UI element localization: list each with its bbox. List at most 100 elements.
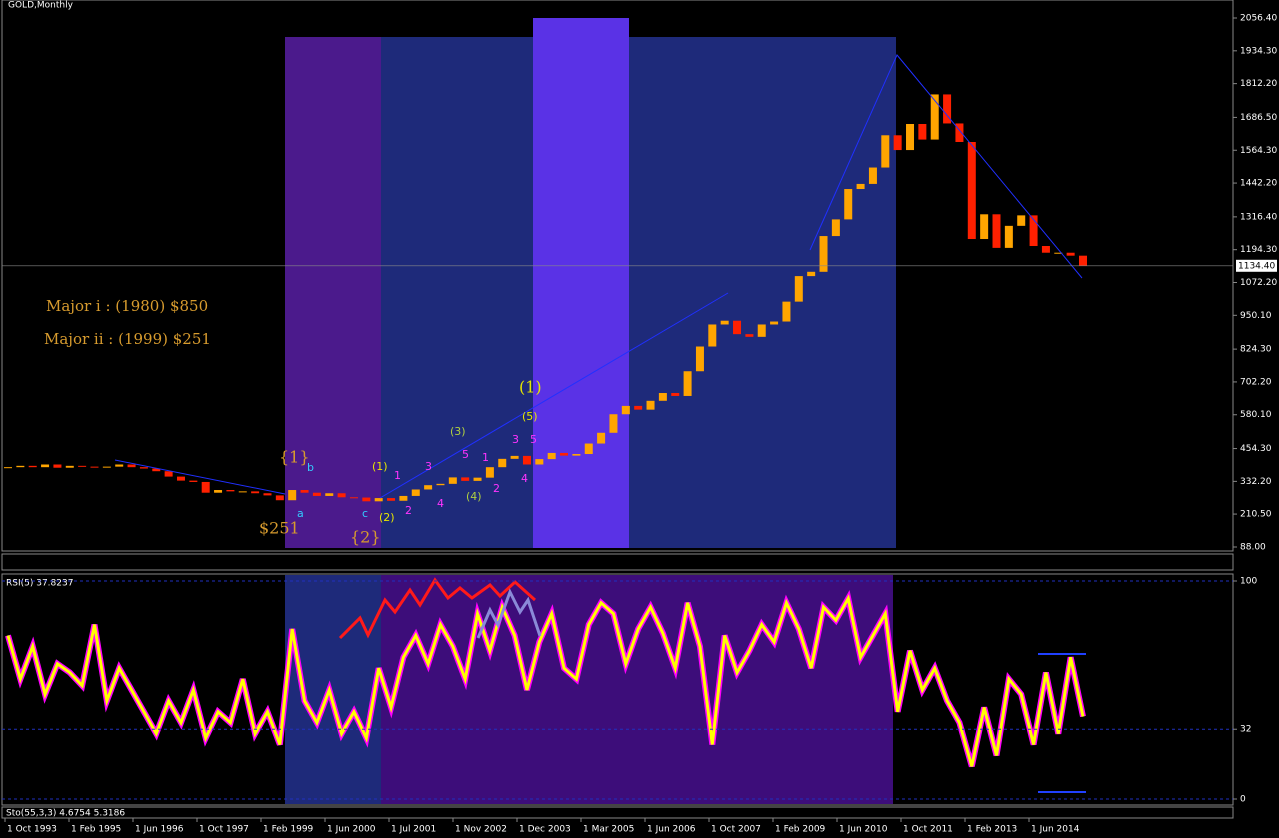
candle bbox=[560, 452, 569, 456]
y-tick-label: 1194.30 bbox=[1240, 245, 1277, 255]
candle bbox=[1029, 215, 1038, 247]
candle bbox=[597, 432, 606, 444]
wave-label: a bbox=[297, 507, 304, 520]
wave-label: 2 bbox=[405, 504, 412, 517]
candle bbox=[658, 393, 667, 401]
candle bbox=[214, 490, 223, 493]
candle bbox=[522, 455, 531, 465]
y-tick-label: 580.10 bbox=[1240, 410, 1272, 420]
y-tick-label: 88.00 bbox=[1240, 542, 1266, 552]
candle bbox=[275, 495, 284, 501]
x-tick-label: 1 Nov 2002 bbox=[455, 825, 507, 835]
wave-label: $251 bbox=[259, 519, 300, 538]
candle bbox=[782, 301, 791, 322]
wave-label: 4 bbox=[521, 472, 528, 485]
note: Major ii : (1999) $251 bbox=[44, 330, 211, 348]
candle bbox=[288, 490, 297, 501]
shade-region bbox=[381, 575, 893, 804]
candle bbox=[584, 443, 593, 455]
y-tick-label: 1812.20 bbox=[1240, 79, 1277, 89]
candle bbox=[4, 467, 12, 469]
candle bbox=[646, 400, 655, 410]
candle bbox=[770, 321, 779, 325]
candle bbox=[992, 214, 1001, 248]
wave-label: c bbox=[362, 507, 368, 520]
wave-label: 2 bbox=[493, 482, 500, 495]
trend-line bbox=[809, 54, 1083, 279]
candle bbox=[374, 498, 383, 502]
y-tick-label: 1072.20 bbox=[1240, 278, 1277, 288]
candle bbox=[399, 495, 408, 501]
wave-label: (1) bbox=[372, 460, 388, 473]
x-tick-label: 1 Oct 1993 bbox=[7, 825, 57, 835]
rsi-panel bbox=[1, 573, 1234, 806]
candle bbox=[1041, 246, 1050, 253]
x-tick-label: 1 Jun 1996 bbox=[135, 825, 184, 835]
y-tick-label: 454.30 bbox=[1240, 444, 1272, 454]
candle bbox=[708, 324, 717, 347]
x-tick-label: 1 Jun 2000 bbox=[327, 825, 376, 835]
candle bbox=[176, 476, 185, 481]
indicator-title: RSI(5) 37.8237 bbox=[6, 579, 73, 589]
x-tick-label: 1 Jun 2010 bbox=[839, 825, 888, 835]
candle bbox=[102, 466, 111, 468]
wave-label: b bbox=[307, 461, 314, 474]
y-tick-label: 1934.30 bbox=[1240, 46, 1277, 56]
wave-label: 4 bbox=[437, 497, 444, 510]
candle bbox=[757, 324, 766, 337]
candle bbox=[189, 480, 198, 482]
candle bbox=[312, 492, 321, 496]
wave-label: (3) bbox=[450, 425, 466, 438]
candle bbox=[1066, 252, 1075, 256]
candle bbox=[918, 123, 927, 140]
candle bbox=[856, 183, 865, 190]
wave-label: 3 bbox=[425, 460, 432, 473]
x-tick-label: 1 Oct 2011 bbox=[903, 825, 953, 835]
candle bbox=[115, 464, 124, 467]
candle bbox=[238, 491, 247, 493]
x-tick-label: 1 Dec 2003 bbox=[519, 825, 571, 835]
x-tick-label: 1 Feb 1999 bbox=[263, 825, 314, 835]
candle bbox=[53, 464, 62, 468]
y-tick-label: 950.10 bbox=[1240, 311, 1272, 321]
wave-label: 1 bbox=[394, 469, 401, 482]
x-tick-label: 1 Oct 1997 bbox=[199, 825, 249, 835]
y-tick-label: 2056.40 bbox=[1240, 14, 1277, 24]
shade-region bbox=[285, 37, 381, 548]
candle bbox=[263, 493, 272, 496]
candle bbox=[955, 123, 964, 143]
x-tick-label: 1 Feb 2009 bbox=[775, 825, 826, 835]
trend-line bbox=[114, 459, 286, 495]
sto-panel bbox=[1, 806, 1234, 819]
candle bbox=[485, 467, 494, 478]
candle bbox=[411, 489, 420, 496]
separator bbox=[1, 553, 1234, 571]
candle bbox=[498, 458, 507, 468]
x-tick-label: 1 Jun 2014 bbox=[1031, 825, 1080, 835]
last-price-box bbox=[1236, 259, 1277, 272]
indicator-title: Sto(55,3,3) 4.6754 5.3186 bbox=[6, 809, 125, 819]
candle bbox=[424, 485, 433, 490]
candle bbox=[893, 135, 902, 151]
y-tick-label: 1316.40 bbox=[1240, 212, 1277, 222]
candle bbox=[349, 497, 358, 499]
y-tick-label: 332.20 bbox=[1240, 477, 1272, 487]
candle bbox=[226, 490, 235, 492]
wave-label: (1) bbox=[519, 378, 542, 397]
candle bbox=[41, 464, 50, 468]
candle bbox=[1017, 215, 1026, 226]
candle bbox=[720, 320, 729, 325]
candle bbox=[733, 320, 742, 335]
wave-label: 3 bbox=[512, 433, 519, 446]
price-panel bbox=[1, 0, 1234, 552]
wave-label: 1 bbox=[482, 451, 489, 464]
candle bbox=[362, 497, 371, 502]
candle bbox=[201, 481, 210, 493]
candle bbox=[572, 454, 581, 456]
x-tick-label: 1 Feb 1995 bbox=[71, 825, 121, 835]
x-tick-label: 1 Jun 2006 bbox=[647, 825, 696, 835]
candle bbox=[16, 465, 25, 468]
last-price-label: 1134.40 bbox=[1238, 261, 1275, 271]
candle bbox=[325, 493, 334, 496]
